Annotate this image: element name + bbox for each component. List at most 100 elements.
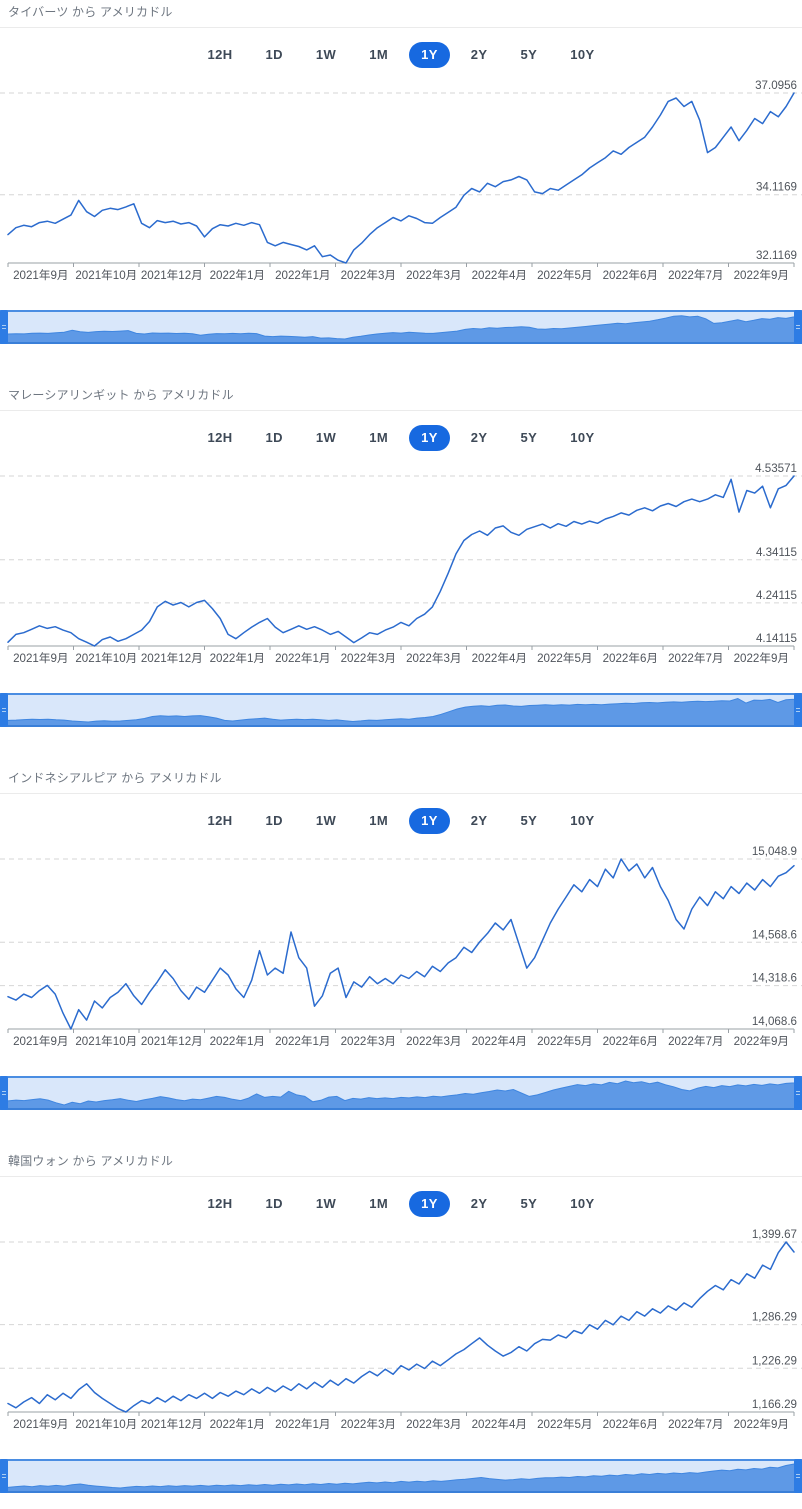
timeframe-button-12h[interactable]: 12H [195, 808, 244, 834]
navigator-right-handle[interactable] [794, 310, 802, 344]
svg-text:2022年5月: 2022年5月 [537, 1034, 592, 1048]
chart-title: インドネシアルピア から アメリカドル [8, 771, 222, 785]
navigator-right-handle[interactable] [794, 1459, 802, 1493]
svg-text:2022年4月: 2022年4月 [472, 268, 527, 282]
svg-text:2022年6月: 2022年6月 [603, 268, 658, 282]
svg-text:2021年12月: 2021年12月 [141, 651, 203, 665]
svg-text:2022年9月: 2022年9月 [734, 651, 789, 665]
price-line-chart: 2021年9月 2021年10月 2021年12月 2022年1月 2022年1月 202… [0, 845, 802, 1048]
range-navigator[interactable] [0, 693, 802, 727]
navigator-area-chart [0, 1463, 802, 1491]
timeframe-button-1w[interactable]: 1W [304, 808, 348, 834]
timeframe-button-1d[interactable]: 1D [254, 42, 295, 68]
navigator-left-handle[interactable] [0, 1459, 8, 1493]
timeframe-button-1y[interactable]: 1Y [409, 42, 450, 68]
timeframe-button-1w[interactable]: 1W [304, 425, 348, 451]
svg-text:2022年6月: 2022年6月 [603, 651, 658, 665]
timeframe-button-5y[interactable]: 5Y [509, 1191, 550, 1217]
svg-text:2022年1月: 2022年1月 [275, 1034, 330, 1048]
timeframe-button-1d[interactable]: 1D [254, 808, 295, 834]
svg-text:2022年7月: 2022年7月 [668, 1417, 723, 1431]
chart-title: タイバーツ から アメリカドル [8, 5, 173, 19]
svg-text:2022年3月: 2022年3月 [341, 268, 396, 282]
timeframe-button-5y[interactable]: 5Y [509, 42, 550, 68]
svg-text:2022年7月: 2022年7月 [668, 1034, 723, 1048]
timeframe-selector: 12H 1D 1W 1M 1Y 2Y 5Y 10Y [0, 424, 802, 452]
svg-text:14,568.6: 14,568.6 [752, 928, 797, 941]
timeframe-button-1d[interactable]: 1D [254, 425, 295, 451]
navigator-left-handle[interactable] [0, 693, 8, 727]
svg-text:4.24115: 4.24115 [756, 589, 797, 602]
timeframe-button-12h[interactable]: 12H [195, 42, 244, 68]
divider [0, 1176, 802, 1177]
svg-text:1,399.67: 1,399.67 [752, 1228, 797, 1241]
navigator-left-handle[interactable] [0, 310, 8, 344]
timeframe-button-12h[interactable]: 12H [195, 1191, 244, 1217]
range-navigator[interactable] [0, 1076, 802, 1110]
range-navigator[interactable] [0, 1459, 802, 1493]
timeframe-button-5y[interactable]: 5Y [509, 808, 550, 834]
navigator-right-handle[interactable] [794, 1076, 802, 1110]
timeframe-button-1d[interactable]: 1D [254, 1191, 295, 1217]
timeframe-button-2y[interactable]: 2Y [459, 425, 500, 451]
timeframe-button-2y[interactable]: 2Y [459, 42, 500, 68]
timeframe-button-2y[interactable]: 2Y [459, 1191, 500, 1217]
svg-text:37.0956: 37.0956 [755, 79, 797, 92]
price-line-chart: 2021年9月 2021年10月 2021年12月 2022年1月 2022年1月 202… [0, 79, 802, 282]
timeframe-button-1m[interactable]: 1M [357, 1191, 400, 1217]
chart-section-idr-usd: インドネシアルピア から アメリカドル 12H 1D 1W 1M 1Y 2Y 5Y 10Y 2… [0, 743, 802, 1126]
price-line-chart: 2021年9月 2021年10月 2021年12月 2022年1月 2022年1月 202… [0, 1228, 802, 1431]
navigator-right-handle[interactable] [794, 693, 802, 727]
svg-text:1,226.29: 1,226.29 [752, 1354, 797, 1367]
svg-text:4.53571: 4.53571 [755, 462, 797, 475]
timeframe-button-1y[interactable]: 1Y [409, 808, 450, 834]
svg-text:2022年3月: 2022年3月 [406, 1417, 461, 1431]
svg-text:14,318.6: 14,318.6 [752, 972, 797, 985]
svg-text:1,286.29: 1,286.29 [752, 1311, 797, 1324]
svg-text:2022年7月: 2022年7月 [668, 651, 723, 665]
timeframe-button-1m[interactable]: 1M [357, 42, 400, 68]
svg-text:2022年5月: 2022年5月 [537, 268, 592, 282]
svg-text:2022年4月: 2022年4月 [472, 651, 527, 665]
timeframe-button-1y[interactable]: 1Y [409, 1191, 450, 1217]
navigator-area-chart [0, 1080, 802, 1108]
timeframe-button-1m[interactable]: 1M [357, 808, 400, 834]
svg-text:2022年9月: 2022年9月 [734, 268, 789, 282]
timeframe-selector: 12H 1D 1W 1M 1Y 2Y 5Y 10Y [0, 1190, 802, 1218]
timeframe-button-10y[interactable]: 10Y [558, 1191, 606, 1217]
divider [0, 27, 802, 28]
timeframe-button-1w[interactable]: 1W [304, 42, 348, 68]
svg-text:2022年7月: 2022年7月 [668, 268, 723, 282]
svg-text:2022年1月: 2022年1月 [275, 1417, 330, 1431]
svg-text:2021年10月: 2021年10月 [75, 1034, 137, 1048]
timeframe-button-10y[interactable]: 10Y [558, 808, 606, 834]
navigator-area-chart [0, 314, 802, 342]
svg-text:2021年9月: 2021年9月 [13, 1034, 68, 1048]
range-navigator[interactable] [0, 310, 802, 344]
svg-text:2021年9月: 2021年9月 [13, 1417, 68, 1431]
svg-text:2022年9月: 2022年9月 [734, 1034, 789, 1048]
svg-text:2022年3月: 2022年3月 [406, 268, 461, 282]
svg-text:2022年3月: 2022年3月 [341, 1417, 396, 1431]
timeframe-button-1m[interactable]: 1M [357, 425, 400, 451]
chart-section-krw-usd: 韓国ウォン から アメリカドル 12H 1D 1W 1M 1Y 2Y 5Y 10Y 2021年… [0, 1126, 802, 1509]
svg-text:2022年1月: 2022年1月 [210, 651, 265, 665]
navigator-left-handle[interactable] [0, 1076, 8, 1110]
timeframe-button-1y[interactable]: 1Y [409, 425, 450, 451]
timeframe-button-12h[interactable]: 12H [195, 425, 244, 451]
svg-text:2021年10月: 2021年10月 [75, 651, 137, 665]
timeframe-button-1w[interactable]: 1W [304, 1191, 348, 1217]
svg-text:2021年12月: 2021年12月 [141, 1417, 203, 1431]
timeframe-button-10y[interactable]: 10Y [558, 42, 606, 68]
svg-text:34.1169: 34.1169 [756, 181, 797, 194]
chart-section-myr-usd: マレーシアリンギット から アメリカドル 12H 1D 1W 1M 1Y 2Y 5Y 10Y … [0, 360, 802, 743]
svg-text:14,068.6: 14,068.6 [752, 1015, 797, 1028]
timeframe-button-2y[interactable]: 2Y [459, 808, 500, 834]
timeframe-button-5y[interactable]: 5Y [509, 425, 550, 451]
svg-text:2022年6月: 2022年6月 [603, 1417, 658, 1431]
timeframe-button-10y[interactable]: 10Y [558, 425, 606, 451]
svg-text:4.34115: 4.34115 [756, 546, 797, 559]
svg-text:2022年6月: 2022年6月 [603, 1034, 658, 1048]
svg-text:2022年1月: 2022年1月 [210, 1034, 265, 1048]
